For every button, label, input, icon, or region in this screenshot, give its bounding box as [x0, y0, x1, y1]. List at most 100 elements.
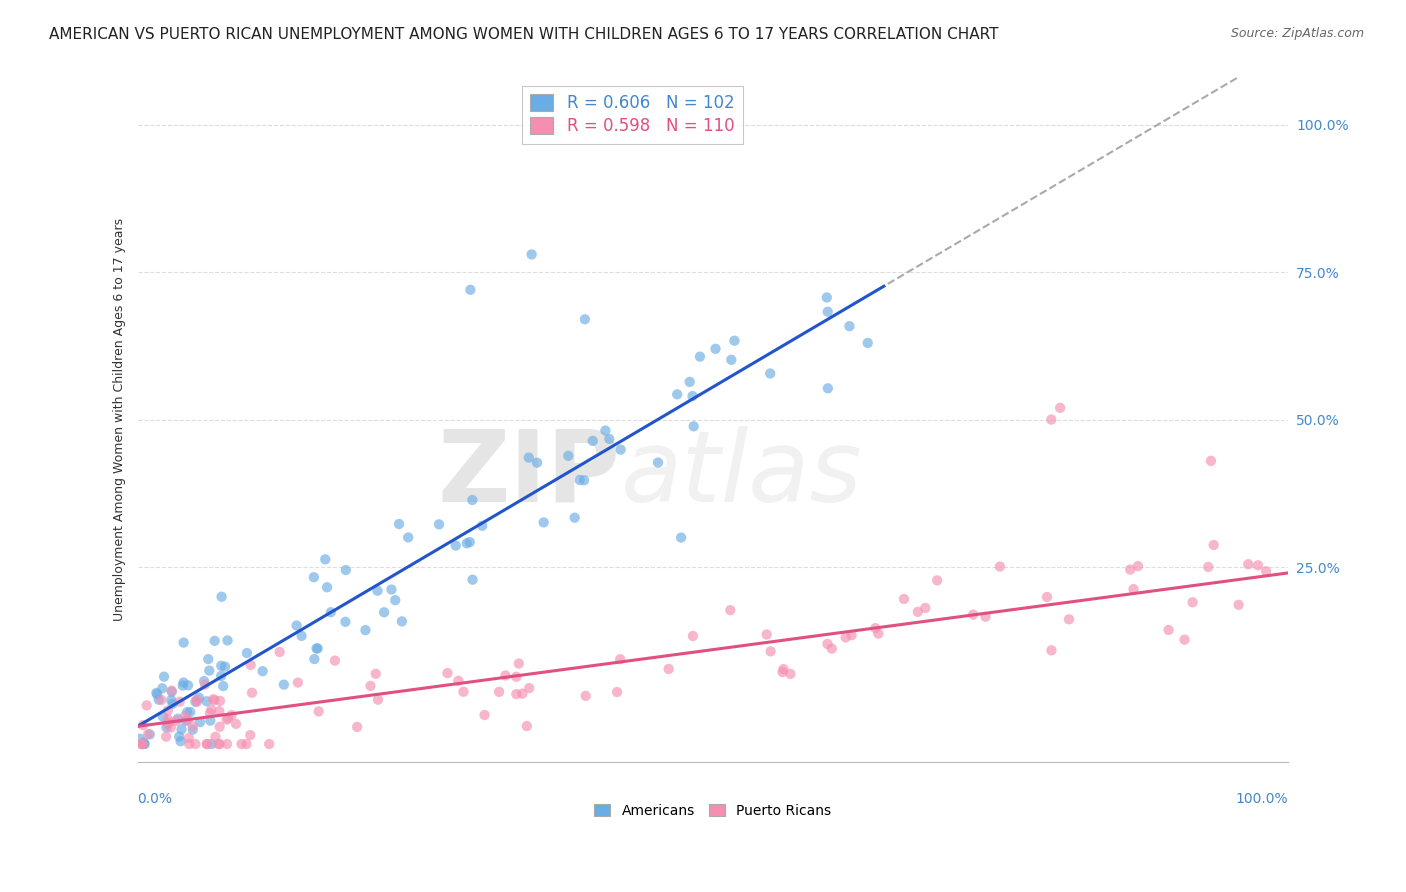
- Point: [204, 730, 226, 744]
- Point: [359, 679, 381, 693]
- Point: [772, 665, 794, 679]
- Point: [447, 673, 470, 688]
- Point: [209, 669, 232, 683]
- Point: [755, 627, 778, 641]
- Point: [132, 737, 155, 751]
- Point: [759, 367, 782, 381]
- Point: [868, 626, 890, 640]
- Point: [156, 716, 179, 731]
- Text: Source: ZipAtlas.com: Source: ZipAtlas.com: [1230, 27, 1364, 40]
- Point: [195, 694, 218, 708]
- Point: [184, 737, 207, 751]
- Point: [505, 687, 527, 701]
- Point: [568, 473, 591, 487]
- Point: [1197, 560, 1219, 574]
- Point: [988, 559, 1011, 574]
- Point: [193, 674, 215, 689]
- Point: [308, 705, 330, 719]
- Point: [208, 737, 231, 751]
- Point: [176, 705, 198, 719]
- Point: [273, 677, 295, 691]
- Point: [314, 552, 336, 566]
- Point: [1036, 590, 1059, 604]
- Point: [817, 304, 839, 318]
- Point: [160, 683, 183, 698]
- Point: [354, 623, 377, 637]
- Point: [208, 694, 231, 708]
- Point: [666, 387, 689, 401]
- Point: [572, 473, 595, 487]
- Point: [139, 727, 162, 741]
- Point: [856, 335, 879, 350]
- Point: [436, 666, 458, 681]
- Point: [962, 607, 984, 622]
- Point: [167, 712, 190, 726]
- Point: [132, 718, 155, 732]
- Point: [157, 715, 180, 730]
- Point: [865, 621, 887, 635]
- Point: [834, 631, 856, 645]
- Point: [316, 580, 339, 594]
- Point: [364, 666, 387, 681]
- Point: [647, 456, 669, 470]
- Point: [520, 247, 543, 261]
- Point: [165, 714, 187, 728]
- Point: [384, 593, 406, 607]
- Point: [1202, 538, 1225, 552]
- Point: [200, 702, 222, 716]
- Point: [132, 735, 155, 749]
- Point: [704, 342, 727, 356]
- Point: [564, 510, 586, 524]
- Point: [162, 697, 184, 711]
- Point: [471, 518, 494, 533]
- Point: [366, 583, 388, 598]
- Point: [188, 715, 211, 730]
- Text: atlas: atlas: [620, 425, 862, 523]
- Point: [1040, 643, 1063, 657]
- Point: [156, 712, 179, 726]
- Point: [159, 721, 181, 735]
- Point: [204, 633, 226, 648]
- Point: [202, 692, 225, 706]
- Point: [217, 711, 239, 725]
- Point: [181, 719, 204, 733]
- Point: [1227, 598, 1250, 612]
- Text: 0.0%: 0.0%: [138, 792, 173, 805]
- Point: [170, 723, 193, 737]
- Point: [134, 737, 156, 751]
- Point: [427, 517, 450, 532]
- Point: [1119, 563, 1142, 577]
- Point: [136, 727, 159, 741]
- Point: [582, 434, 605, 448]
- Point: [131, 737, 153, 751]
- Point: [1199, 454, 1222, 468]
- Text: AMERICAN VS PUERTO RICAN UNEMPLOYMENT AMONG WOMEN WITH CHILDREN AGES 6 TO 17 YEA: AMERICAN VS PUERTO RICAN UNEMPLOYMENT AM…: [49, 27, 998, 42]
- Point: [367, 692, 389, 706]
- Point: [198, 706, 221, 720]
- Point: [176, 713, 198, 727]
- Point: [838, 319, 860, 334]
- Point: [212, 679, 235, 693]
- Point: [207, 737, 229, 751]
- Point: [1049, 401, 1071, 415]
- Point: [173, 675, 195, 690]
- Point: [396, 531, 419, 545]
- Point: [335, 615, 357, 629]
- Point: [444, 539, 467, 553]
- Point: [225, 716, 247, 731]
- Point: [682, 419, 704, 434]
- Point: [335, 563, 357, 577]
- Point: [179, 705, 201, 719]
- Point: [718, 603, 741, 617]
- Point: [169, 695, 191, 709]
- Point: [152, 709, 174, 723]
- Point: [495, 668, 517, 682]
- Point: [456, 536, 478, 550]
- Point: [155, 730, 177, 744]
- Point: [304, 652, 326, 666]
- Point: [516, 719, 538, 733]
- Legend: Americans, Puerto Ricans: Americans, Puerto Ricans: [588, 798, 837, 823]
- Point: [186, 692, 208, 706]
- Point: [209, 658, 232, 673]
- Point: [323, 654, 346, 668]
